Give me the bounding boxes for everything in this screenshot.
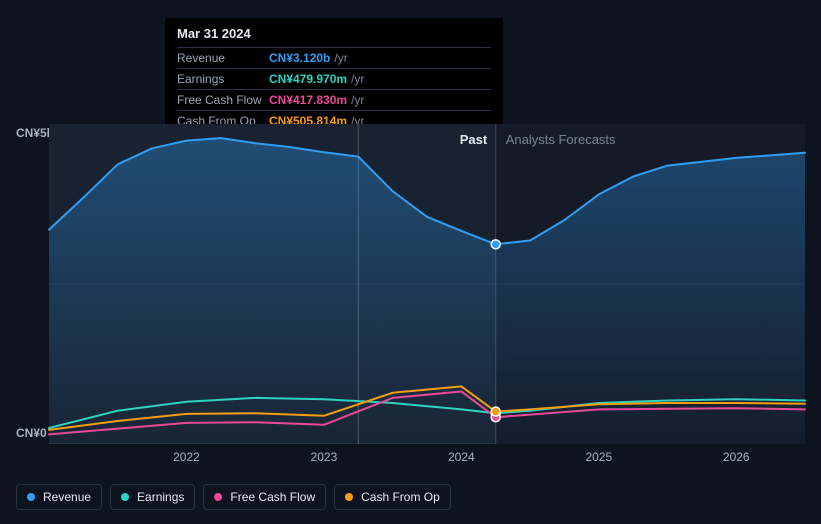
chart-legend: Revenue Earnings Free Cash Flow Cash From O… bbox=[16, 484, 451, 510]
chart-area: CN¥5b CN¥0 Past Analysts Forecasts 20222… bbox=[16, 124, 805, 444]
legend-label: Revenue bbox=[43, 490, 91, 504]
y-axis-bottom-label: CN¥0 bbox=[16, 426, 47, 440]
tooltip-metric-unit: /yr bbox=[334, 51, 347, 65]
tooltip-row: EarningsCN¥479.970m/yr bbox=[177, 68, 491, 89]
x-axis-tick: 2022 bbox=[173, 450, 200, 464]
chart-container: Mar 31 2024 RevenueCN¥3.120b/yrEarningsC… bbox=[0, 0, 821, 524]
legend-item-earnings[interactable]: Earnings bbox=[110, 484, 195, 510]
tooltip-metric-unit: /yr bbox=[351, 93, 364, 107]
tooltip-metric-value: CN¥3.120b bbox=[269, 51, 330, 65]
past-section-label: Past bbox=[460, 132, 487, 147]
tooltip-row: Free Cash FlowCN¥417.830m/yr bbox=[177, 89, 491, 110]
tooltip-date: Mar 31 2024 bbox=[177, 26, 491, 47]
legend-item-cash-from-op[interactable]: Cash From Op bbox=[334, 484, 451, 510]
legend-dot-icon bbox=[345, 493, 353, 501]
tooltip-metric-value: CN¥479.970m bbox=[269, 72, 347, 86]
forecast-section-label: Analysts Forecasts bbox=[506, 132, 616, 147]
legend-label: Cash From Op bbox=[361, 490, 440, 504]
tooltip-row: RevenueCN¥3.120b/yr bbox=[177, 47, 491, 68]
x-axis-tick: 2026 bbox=[723, 450, 750, 464]
tooltip-metric-label: Revenue bbox=[177, 51, 269, 65]
legend-label: Earnings bbox=[137, 490, 184, 504]
legend-dot-icon bbox=[214, 493, 222, 501]
legend-item-free-cash-flow[interactable]: Free Cash Flow bbox=[203, 484, 326, 510]
legend-dot-icon bbox=[27, 493, 35, 501]
legend-dot-icon bbox=[121, 493, 129, 501]
tooltip-metric-value: CN¥417.830m bbox=[269, 93, 347, 107]
x-axis-tick: 2023 bbox=[311, 450, 338, 464]
tooltip-metric-label: Earnings bbox=[177, 72, 269, 86]
tooltip-metric-label: Free Cash Flow bbox=[177, 93, 269, 107]
chart-plot[interactable]: Past Analysts Forecasts bbox=[49, 124, 805, 444]
tooltip-metric-unit: /yr bbox=[351, 72, 364, 86]
chart-tooltip: Mar 31 2024 RevenueCN¥3.120b/yrEarningsC… bbox=[165, 18, 503, 137]
legend-item-revenue[interactable]: Revenue bbox=[16, 484, 102, 510]
legend-label: Free Cash Flow bbox=[230, 490, 315, 504]
x-axis-tick: 2025 bbox=[585, 450, 612, 464]
x-axis-tick: 2024 bbox=[448, 450, 475, 464]
